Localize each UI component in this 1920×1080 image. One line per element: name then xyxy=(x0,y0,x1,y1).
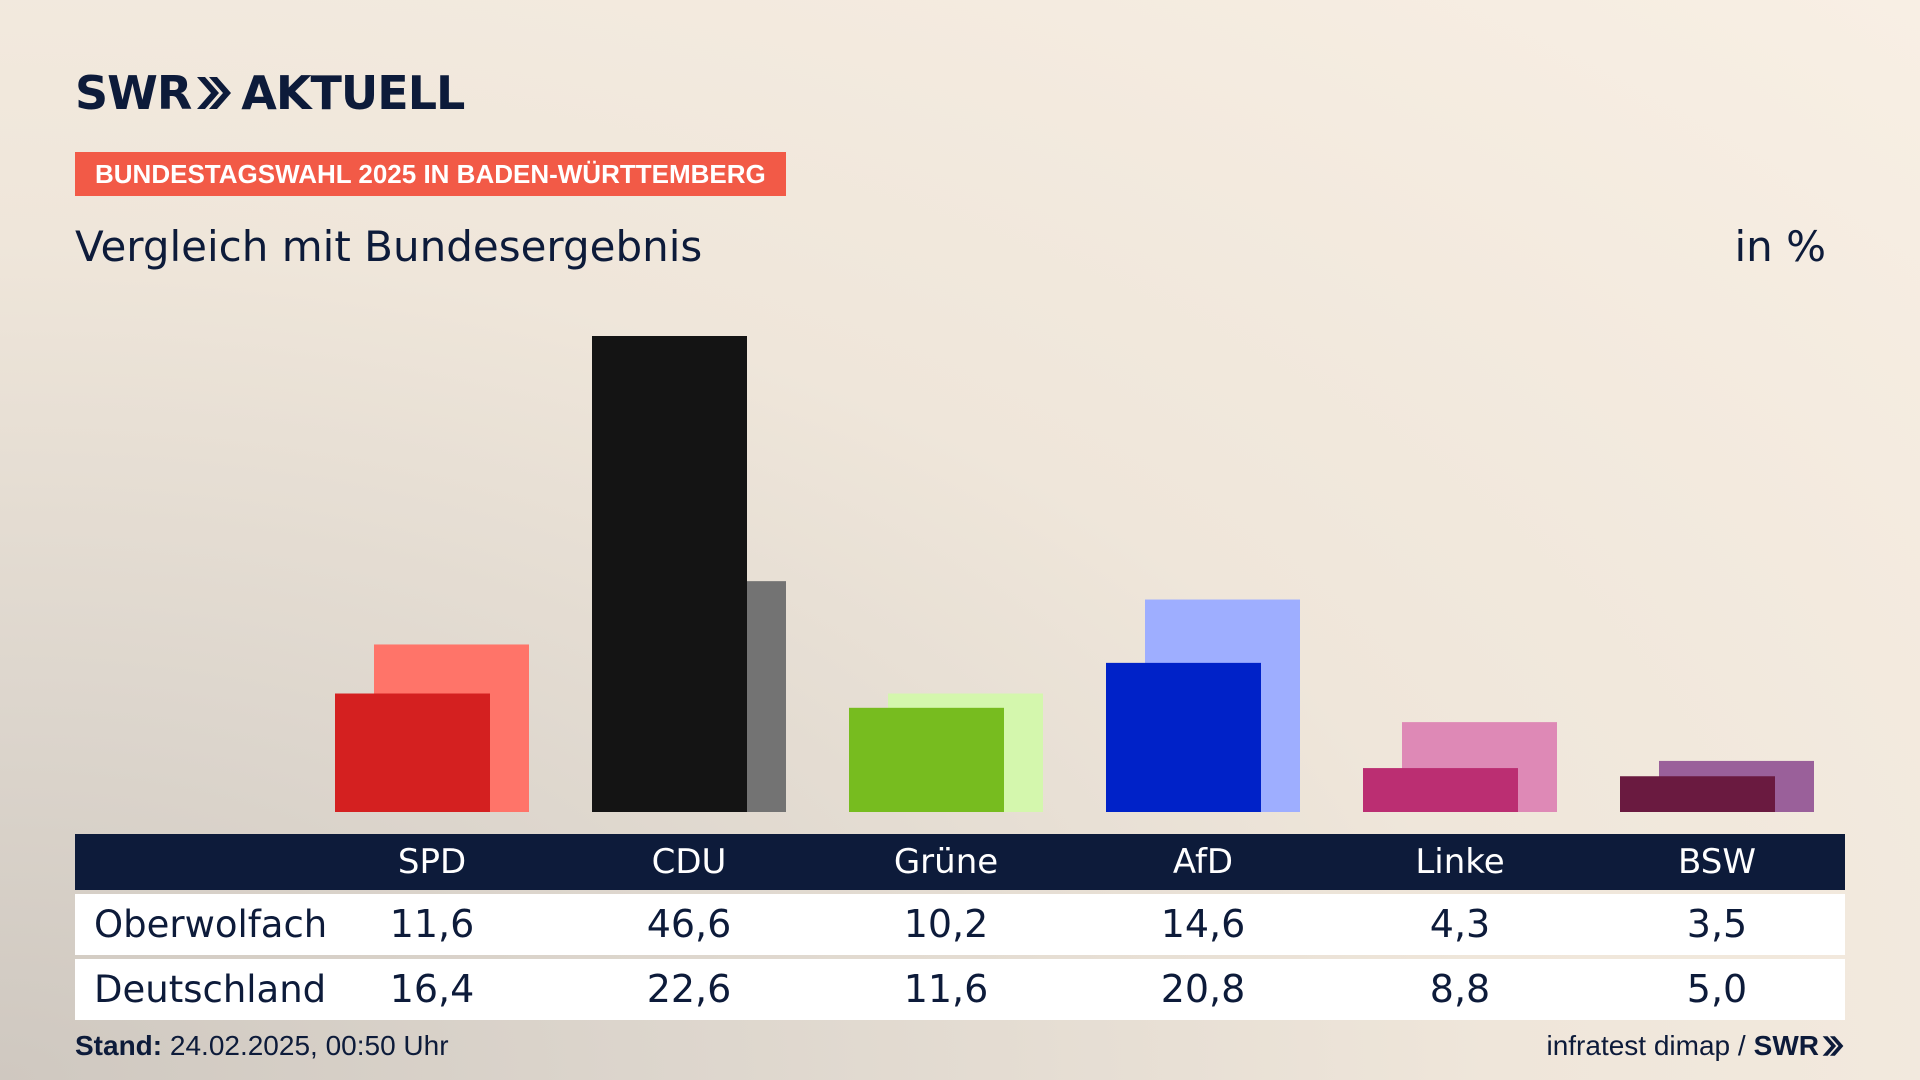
source-brand: SWR xyxy=(1753,1030,1819,1061)
table-cell: 46,6 xyxy=(646,902,732,946)
column-header-cdu: CDU xyxy=(651,842,727,882)
table-cell: 11,6 xyxy=(903,967,989,1011)
table-cell: 16,4 xyxy=(389,967,475,1011)
logo-aktuell: AKTUELL xyxy=(241,66,465,120)
column-header-linke: Linke xyxy=(1415,842,1505,882)
bar-oberwolfach-bsw xyxy=(1620,776,1775,812)
table-row: Oberwolfach 11,6 46,6 10,2 14,6 4,3 3,5 xyxy=(75,894,1845,955)
row-label: Oberwolfach xyxy=(94,903,328,946)
bar-oberwolfach-afd xyxy=(1106,662,1261,812)
double-chevron-right-icon xyxy=(1822,1036,1844,1056)
table-cell: 20,8 xyxy=(1160,967,1246,1011)
stand-label: Stand: xyxy=(75,1030,163,1061)
logo-swr: SWR xyxy=(75,66,192,120)
unit-label: in % xyxy=(1734,222,1826,271)
timestamp: Stand: 24.02.2025, 00:50 Uhr xyxy=(75,1030,449,1062)
column-header-afd: AfD xyxy=(1172,842,1234,882)
bar-oberwolfach-linke xyxy=(1363,768,1518,812)
swr-aktuell-logo: SWR AKTUELL xyxy=(75,66,465,120)
bar-oberwolfach-gr-ne xyxy=(849,707,1004,812)
column-header-bsw: BSW xyxy=(1678,842,1756,882)
column-header-gr-ne: Grüne xyxy=(893,842,999,882)
table-cell: 3,5 xyxy=(1686,902,1748,946)
double-chevron-right-icon xyxy=(197,77,232,109)
source-text: infratest dimap / xyxy=(1546,1030,1746,1061)
table-cell: 10,2 xyxy=(903,902,989,946)
table-header: SPD CDU Grüne AfD Linke BSW xyxy=(75,834,1845,890)
election-banner: BUNDESTAGSWAHL 2025 IN BADEN-WÜRTTEMBERG xyxy=(75,152,786,196)
table-cell: 22,6 xyxy=(646,967,732,1011)
bar-oberwolfach-spd xyxy=(335,693,490,812)
chart-subtitle: Vergleich mit Bundesergebnis xyxy=(75,222,703,271)
row-label: Deutschland xyxy=(94,968,327,1011)
table-row: Deutschland 16,4 22,6 11,6 20,8 8,8 5,0 xyxy=(75,959,1845,1020)
table-cell: 8,8 xyxy=(1429,967,1491,1011)
table-cell: 14,6 xyxy=(1160,902,1246,946)
table-cell: 4,3 xyxy=(1429,902,1491,946)
stand-value: 24.02.2025, 00:50 Uhr xyxy=(169,1030,449,1061)
results-table: SPD CDU Grüne AfD Linke BSW Oberwolfach 11,6 4… xyxy=(75,834,1845,1020)
table-cell: 5,0 xyxy=(1686,967,1748,1011)
table-cell: 11,6 xyxy=(389,902,475,946)
column-header-spd: SPD xyxy=(397,842,467,882)
bar-oberwolfach-cdu xyxy=(592,336,747,812)
source-credit: infratest dimap / SWR xyxy=(1546,1030,1845,1062)
